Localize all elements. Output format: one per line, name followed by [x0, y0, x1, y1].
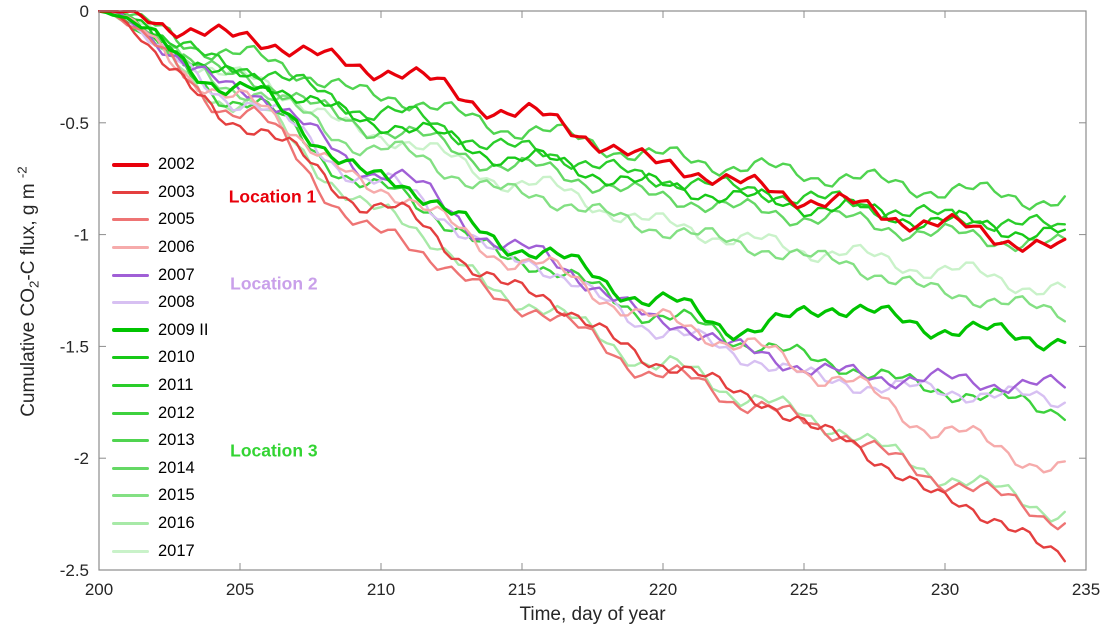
y-axis-tick-label: -0.5 [60, 114, 89, 133]
series-line-2003 [98, 10, 1067, 563]
legend-label: 2011 [158, 376, 194, 395]
x-axis-label-text: Time, day of year [519, 604, 666, 625]
legend-swatch [112, 328, 149, 333]
x-axis-tick-label: 215 [508, 580, 536, 599]
legend-label: 2013 [158, 431, 195, 450]
legend: 2002 2003 2005 2006 2007 2008 2009 II 2010 2011 2… [112, 151, 208, 565]
x-axis-tick-label: 235 [1072, 580, 1100, 599]
legend-item: 2011 [112, 372, 208, 400]
legend-label: 2003 [158, 182, 195, 201]
legend-item: 2016 [112, 510, 208, 538]
legend-swatch [112, 218, 149, 222]
legend-swatch [112, 246, 149, 250]
series-line-2012 [98, 10, 1067, 422]
legend-swatch [112, 439, 149, 443]
legend-item: 2006 [112, 234, 208, 262]
series-line-2006 [98, 10, 1067, 474]
legend-item: 2008 [112, 289, 208, 317]
series-line-2015 [98, 10, 1067, 323]
legend-item: 2005 [112, 206, 208, 234]
x-axis-tick-label: 205 [226, 580, 254, 599]
series-line-2002 [98, 10, 1067, 253]
annotation-location-1: Location 1 [228, 186, 317, 207]
x-axis-tick-label: 220 [649, 580, 677, 599]
annotation-location-2: Location 2 [230, 273, 318, 294]
legend-item: 2013 [112, 427, 208, 455]
legend-swatch [112, 190, 149, 194]
legend-label: 2015 [158, 486, 195, 505]
legend-item: 2009 II [112, 317, 208, 345]
y-axis-tick-label: -2.5 [60, 561, 89, 580]
legend-swatch [112, 549, 149, 553]
series-line-2009-ii [98, 10, 1067, 352]
legend-item: 2010 [112, 344, 208, 372]
legend-swatch [112, 301, 149, 305]
legend-label: 2002 [158, 155, 195, 174]
legend-label: 2006 [158, 238, 195, 257]
series-lines [98, 10, 1067, 563]
legend-item: 2017 [112, 537, 208, 565]
y-axis-tick-label: -2 [74, 449, 89, 468]
series-line-2013 [98, 10, 1067, 211]
legend-label: 2017 [158, 541, 195, 560]
x-axis-tick-label: 230 [931, 580, 959, 599]
legend-swatch [112, 494, 149, 498]
y-axis-label: Cumulative CO2-C flux, g m -2 [14, 166, 42, 417]
legend-item: 2015 [112, 482, 208, 510]
y-axis-tick-label: -1.5 [60, 337, 89, 356]
series-line-2010 [98, 10, 1067, 241]
legend-swatch [112, 522, 149, 526]
legend-swatch [112, 384, 149, 388]
annotation-location-3: Location 3 [230, 440, 318, 461]
legend-label: 2005 [158, 210, 195, 229]
legend-item: 2014 [112, 455, 208, 483]
x-axis-tick-label: 200 [85, 580, 113, 599]
legend-label: 2016 [158, 514, 195, 533]
legend-label: 2007 [158, 265, 195, 284]
legend-swatch [112, 162, 149, 167]
legend-swatch [112, 273, 149, 277]
legend-item: 2002 [112, 151, 208, 179]
x-axis-label: Time, day of year [99, 604, 1086, 626]
legend-label: 2012 [158, 403, 195, 422]
legend-swatch [112, 466, 149, 470]
legend-item: 2003 [112, 179, 208, 207]
series-line-2005 [98, 10, 1067, 531]
legend-swatch [112, 356, 149, 360]
legend-item: 2007 [112, 261, 208, 289]
legend-label: 2008 [158, 293, 195, 312]
legend-label: 2014 [158, 458, 195, 477]
series-line-2007 [98, 10, 1067, 395]
legend-swatch [112, 411, 149, 415]
x-axis-tick-label: 210 [367, 580, 395, 599]
series-line-2017 [98, 10, 1067, 296]
x-axis-tick-label: 225 [790, 580, 818, 599]
legend-label: 2010 [158, 348, 195, 367]
plot-box [98, 10, 1087, 571]
legend-item: 2012 [112, 399, 208, 427]
legend-label: 2009 II [158, 320, 209, 339]
y-axis-tick-label: -1 [74, 226, 89, 245]
y-axis-tick-label: 0 [80, 2, 89, 21]
